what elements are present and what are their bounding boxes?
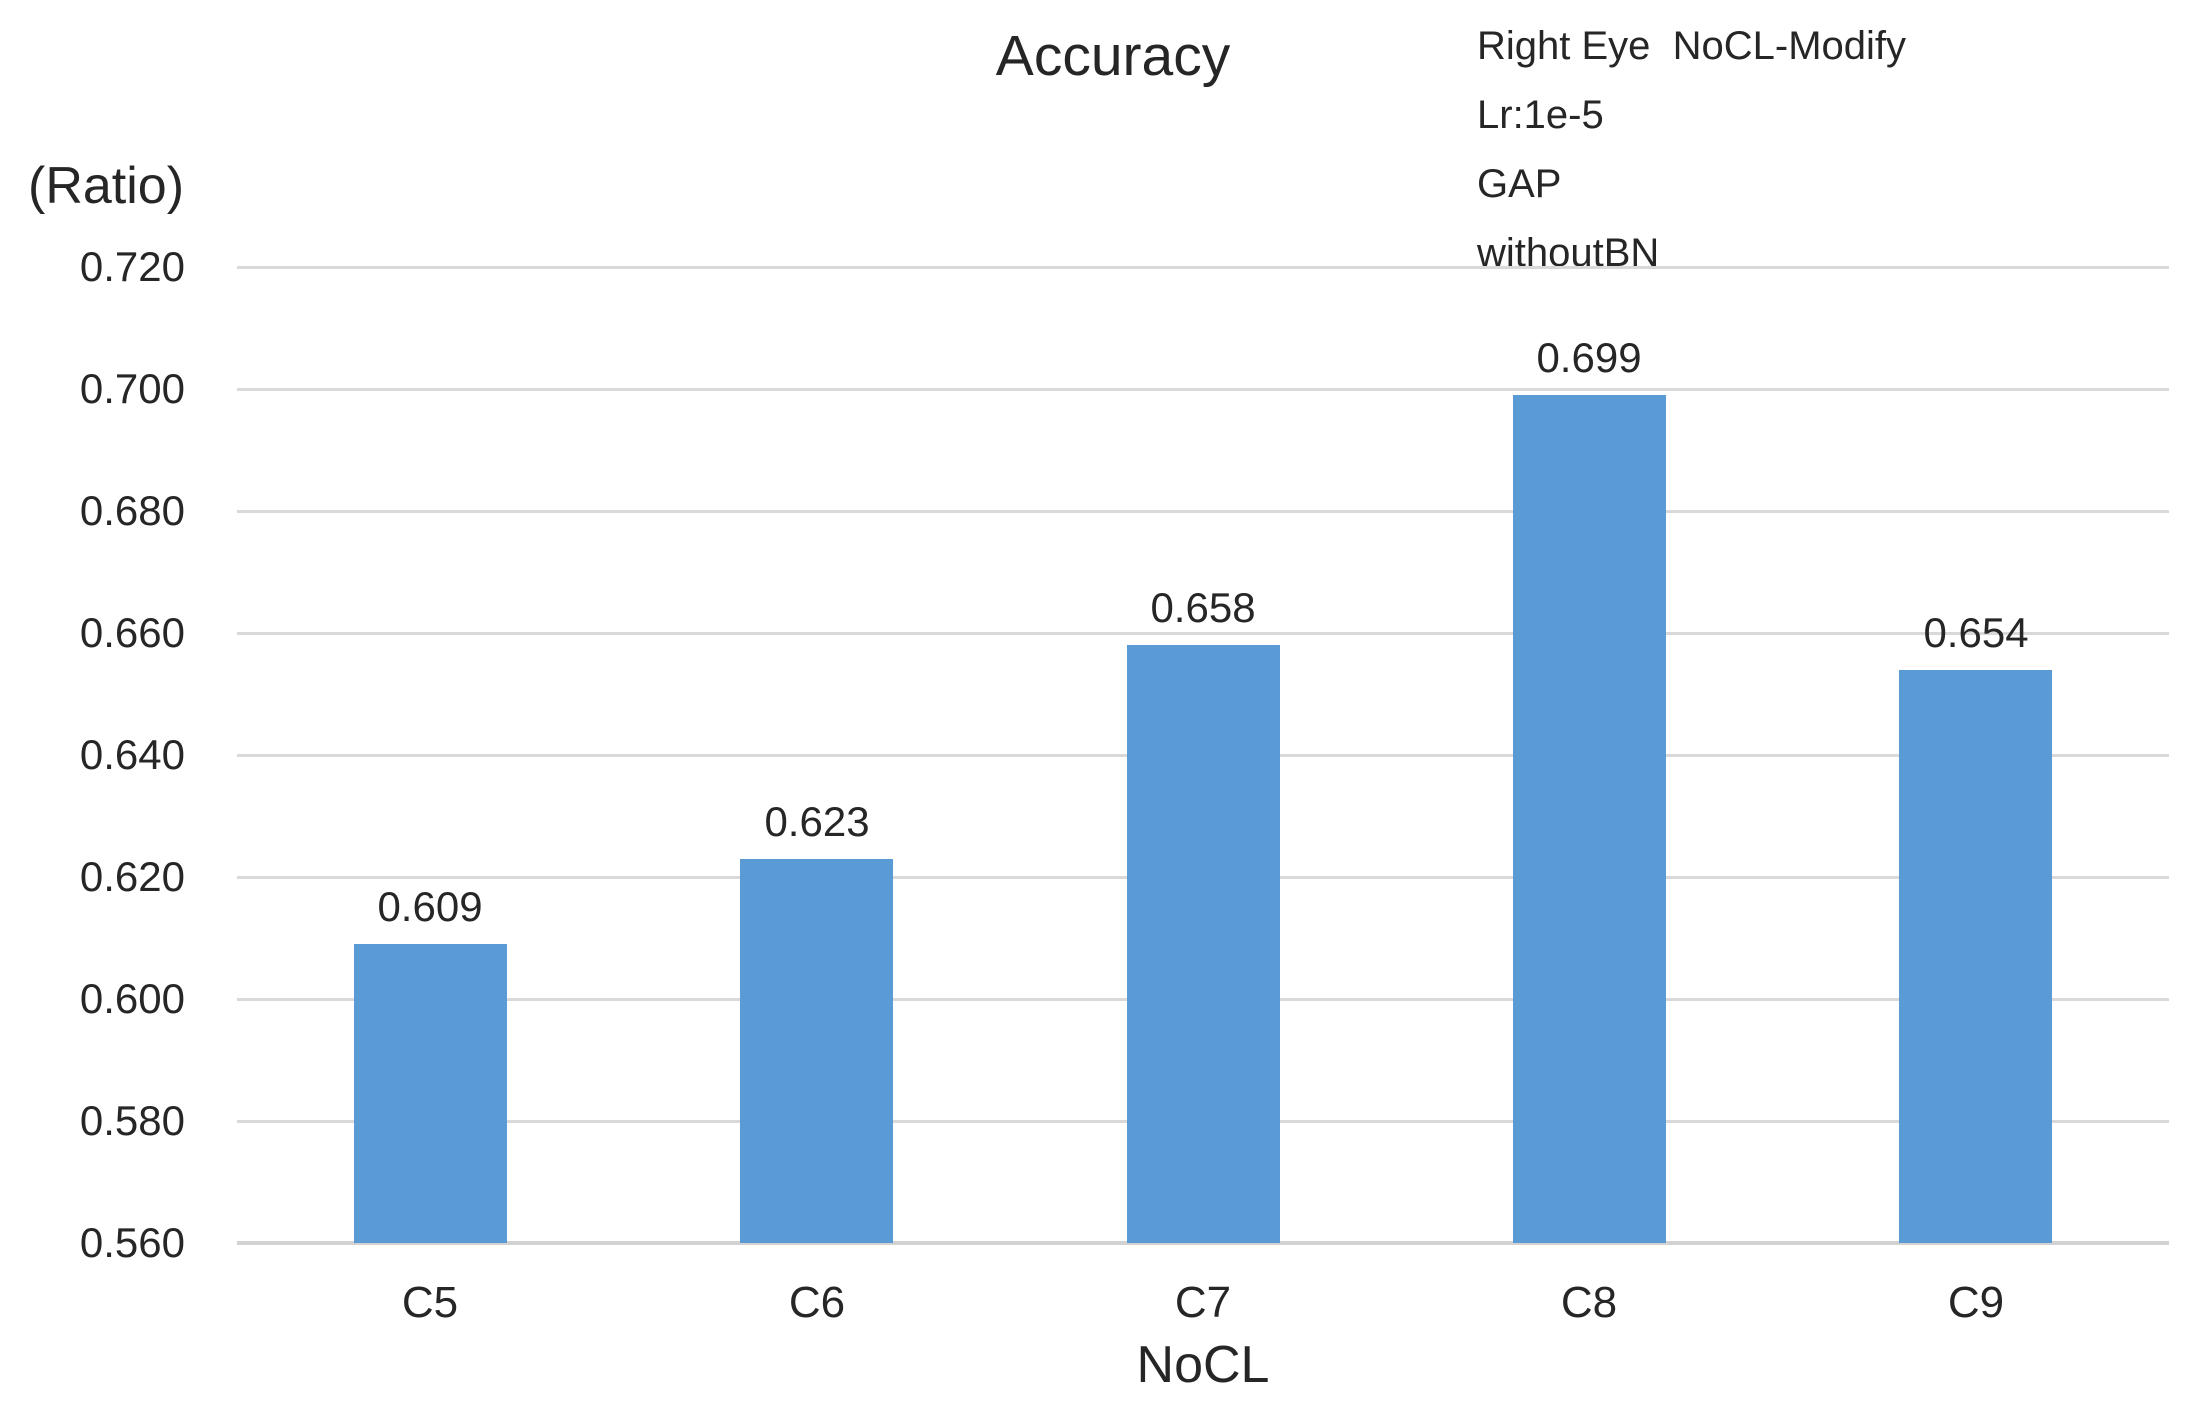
y-tick-label: 0.600 <box>79 975 185 1022</box>
gridline <box>237 632 2169 635</box>
y-axis-unit-label: (Ratio) <box>28 157 185 215</box>
y-tick-label: 0.680 <box>79 487 185 534</box>
x-axis-title: NoCL <box>1136 1336 1270 1394</box>
bar-c8 <box>1513 395 1666 1243</box>
gridline <box>237 510 2169 513</box>
bar-value-label-c9: 0.654 <box>1923 609 2029 656</box>
y-tick-label: 0.700 <box>79 365 185 412</box>
x-tick-label-c8: C8 <box>1560 1278 1618 1327</box>
x-tick-label-c5: C5 <box>401 1278 459 1327</box>
x-tick-label-c7: C7 <box>1174 1278 1232 1327</box>
gridline <box>237 266 2169 269</box>
bar-value-label-c7: 0.658 <box>1150 584 1256 631</box>
bar-c9 <box>1899 670 2052 1243</box>
bar-c6 <box>740 859 893 1243</box>
y-tick-label: 0.640 <box>79 731 185 778</box>
bar-value-label-c8: 0.699 <box>1536 334 1642 381</box>
x-tick-label-c6: C6 <box>788 1278 846 1327</box>
x-tick-label-c9: C9 <box>1947 1278 2005 1327</box>
annotation-line-withoutbn: withoutBN <box>1477 231 1660 275</box>
gridline <box>237 388 2169 391</box>
annotation-line-experiment: Right Eye NoCL-Modify <box>1477 24 1907 68</box>
y-tick-label: 0.720 <box>79 243 185 290</box>
bar-value-label-c5: 0.609 <box>377 883 483 930</box>
y-tick-label: 0.620 <box>79 853 185 900</box>
y-tick-label: 0.660 <box>79 609 185 656</box>
bar-value-label-c6: 0.623 <box>764 798 870 845</box>
annotation-line-learning-rate: Lr:1e-5 <box>1477 93 1604 137</box>
chart-annotation: Right Eye NoCL-Modify Lr:1e-5 GAP withou… <box>1477 12 1906 288</box>
chart-title: Accuracy <box>995 24 1231 88</box>
x-axis-line <box>237 1241 2169 1245</box>
y-tick-label: 0.560 <box>79 1219 185 1266</box>
bar-c7 <box>1127 645 1280 1243</box>
bar-c5 <box>354 944 507 1243</box>
y-tick-label: 0.580 <box>79 1097 185 1144</box>
annotation-line-gap: GAP <box>1477 162 1562 206</box>
